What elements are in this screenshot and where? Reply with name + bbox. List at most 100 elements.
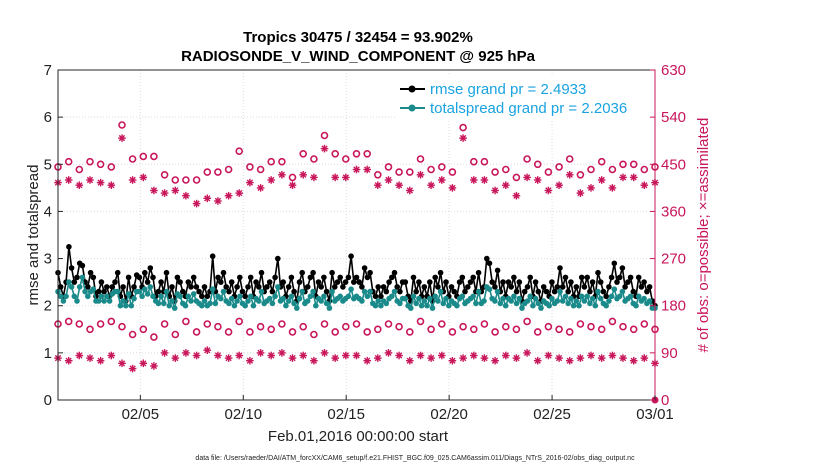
- data-point: [150, 274, 156, 281]
- data-point: [386, 279, 392, 285]
- data-point: [299, 288, 306, 295]
- obs-possible-marker: [139, 152, 148, 161]
- data-point: [413, 300, 420, 307]
- y-left-tick-label: 3: [44, 251, 52, 268]
- legend-spread-label: totalspread grand pr = 2.2036: [430, 100, 627, 117]
- data-point: [190, 274, 197, 281]
- data-point: [185, 293, 192, 300]
- data-point: [408, 305, 414, 311]
- data-point: [378, 302, 384, 309]
- obs-possible-marker: [437, 320, 446, 328]
- obs-possible-marker: [619, 322, 627, 331]
- data-point: [538, 305, 544, 311]
- obs-assimilated-marker: [288, 181, 297, 189]
- data-point: [614, 279, 620, 285]
- x-axis-label: Feb.01,2016 00:00:00 start: [268, 428, 449, 445]
- obs-possible-marker: [352, 150, 361, 158]
- obs-assimilated-marker: [96, 356, 105, 365]
- obs-assimilated-marker: [352, 165, 361, 174]
- obs-possible-marker: [512, 325, 521, 334]
- obs-possible-marker: [405, 328, 414, 336]
- data-point: [603, 302, 609, 309]
- data-point: [475, 288, 482, 295]
- data-point: [532, 279, 539, 285]
- obs-assimilated-marker: [480, 176, 489, 184]
- data-point: [475, 269, 482, 276]
- data-point: [255, 284, 262, 290]
- data-point: [158, 279, 164, 285]
- data-point: [462, 288, 468, 295]
- legend-spread-marker: [408, 104, 416, 112]
- obs-assimilated-marker: [107, 181, 116, 189]
- data-point: [155, 300, 162, 307]
- data-point: [391, 269, 398, 276]
- data-point: [212, 300, 219, 307]
- data-point: [90, 274, 97, 281]
- data-point: [416, 279, 422, 285]
- obs-assimilated-marker: [502, 181, 510, 189]
- data-point: [646, 298, 653, 304]
- data-point: [494, 288, 501, 295]
- data-point: [627, 293, 634, 300]
- data-point: [440, 300, 447, 307]
- data-point: [627, 274, 634, 281]
- data-point: [573, 284, 580, 290]
- data-point: [101, 298, 107, 304]
- data-point: [459, 274, 466, 281]
- obs-possible-marker: [320, 131, 329, 140]
- obs-assimilated-marker: [523, 173, 531, 182]
- data-point: [616, 274, 623, 281]
- data-point: [169, 298, 175, 304]
- data-point: [543, 288, 550, 295]
- data-point: [247, 293, 254, 300]
- obs-assimilated-marker: [118, 359, 126, 368]
- obs-assimilated-marker: [491, 186, 499, 195]
- data-point: [57, 284, 64, 290]
- data-point: [131, 295, 137, 302]
- data-point: [237, 293, 243, 300]
- obs-possible-marker: [512, 173, 521, 182]
- obs-assimilated-marker: [128, 364, 137, 373]
- x-tick-label: 02/25: [533, 406, 571, 423]
- obs-possible-marker: [118, 322, 126, 331]
- obs-assimilated-marker: [235, 351, 243, 360]
- data-point: [228, 295, 235, 302]
- data-point: [364, 293, 371, 300]
- obs-possible-marker: [278, 157, 286, 166]
- data-point: [521, 288, 528, 295]
- obs-possible-marker: [267, 325, 276, 334]
- data-point: [410, 293, 417, 300]
- obs-possible-marker: [501, 165, 510, 174]
- obs-possible-marker: [246, 163, 254, 171]
- legend-rmse-label: rmse grand pr = 2.4933: [430, 81, 586, 98]
- data-point: [554, 298, 561, 304]
- obs-possible-marker: [363, 328, 372, 336]
- y-right-tick-label: 0: [661, 392, 669, 409]
- obs-assimilated-marker: [320, 349, 329, 357]
- obs-assimilated-marker: [310, 173, 318, 182]
- obs-assimilated-marker: [555, 181, 563, 189]
- data-point: [85, 293, 91, 300]
- obs-possible-marker: [619, 160, 627, 169]
- obs-possible-marker: [192, 176, 201, 184]
- data-point: [641, 279, 647, 285]
- data-point: [597, 279, 604, 285]
- data-point: [182, 302, 189, 309]
- data-point: [226, 300, 232, 307]
- data-point: [603, 293, 609, 300]
- data-point: [196, 288, 202, 295]
- obs-possible-marker: [565, 328, 574, 336]
- obs-possible-marker: [640, 320, 649, 328]
- data-point: [646, 284, 653, 290]
- obs-assimilated-marker: [267, 176, 275, 184]
- data-point: [587, 288, 593, 295]
- obs-assimilated-marker: [544, 186, 553, 195]
- obs-assimilated-marker: [235, 189, 243, 197]
- data-point: [275, 255, 281, 262]
- obs-possible-marker: [491, 168, 499, 176]
- obs-possible-marker: [352, 320, 361, 328]
- data-point: [535, 300, 542, 307]
- obs-assimilated-marker: [171, 354, 180, 362]
- data-point: [250, 302, 257, 309]
- obs-possible-marker: [160, 320, 169, 328]
